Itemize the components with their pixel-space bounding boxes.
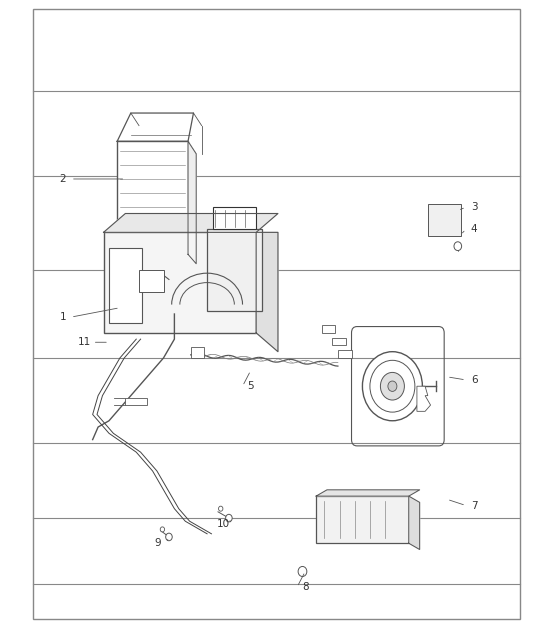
Bar <box>338 350 352 358</box>
Polygon shape <box>188 141 196 264</box>
Text: 11: 11 <box>78 337 91 347</box>
Polygon shape <box>104 214 278 232</box>
Bar <box>109 248 142 323</box>
Circle shape <box>226 514 232 522</box>
Text: 10: 10 <box>217 519 230 529</box>
Bar <box>104 232 256 333</box>
Text: 1: 1 <box>59 312 66 322</box>
Circle shape <box>166 533 172 541</box>
Bar <box>125 398 147 405</box>
Circle shape <box>362 352 422 421</box>
Circle shape <box>160 527 165 532</box>
Polygon shape <box>417 386 431 411</box>
Circle shape <box>370 360 415 412</box>
Bar <box>316 496 409 543</box>
Text: 9: 9 <box>155 538 161 548</box>
Bar <box>428 204 461 236</box>
Polygon shape <box>256 232 278 352</box>
Circle shape <box>388 381 397 391</box>
FancyBboxPatch shape <box>117 141 188 254</box>
Text: 2: 2 <box>59 174 66 184</box>
Bar <box>207 229 262 311</box>
Bar <box>213 207 256 229</box>
Text: 3: 3 <box>471 202 477 212</box>
Circle shape <box>380 372 404 400</box>
Text: 4: 4 <box>471 224 477 234</box>
Text: 8: 8 <box>302 582 308 592</box>
Bar <box>332 338 346 345</box>
Circle shape <box>298 566 307 577</box>
Text: 6: 6 <box>471 375 477 385</box>
Bar <box>322 325 335 333</box>
Bar <box>139 270 164 292</box>
Text: 5: 5 <box>247 381 254 391</box>
Bar <box>33 9 520 619</box>
Polygon shape <box>316 490 420 496</box>
Text: 7: 7 <box>471 501 477 511</box>
Bar <box>191 347 204 358</box>
Circle shape <box>454 242 462 251</box>
Polygon shape <box>409 496 420 550</box>
Circle shape <box>219 506 223 511</box>
